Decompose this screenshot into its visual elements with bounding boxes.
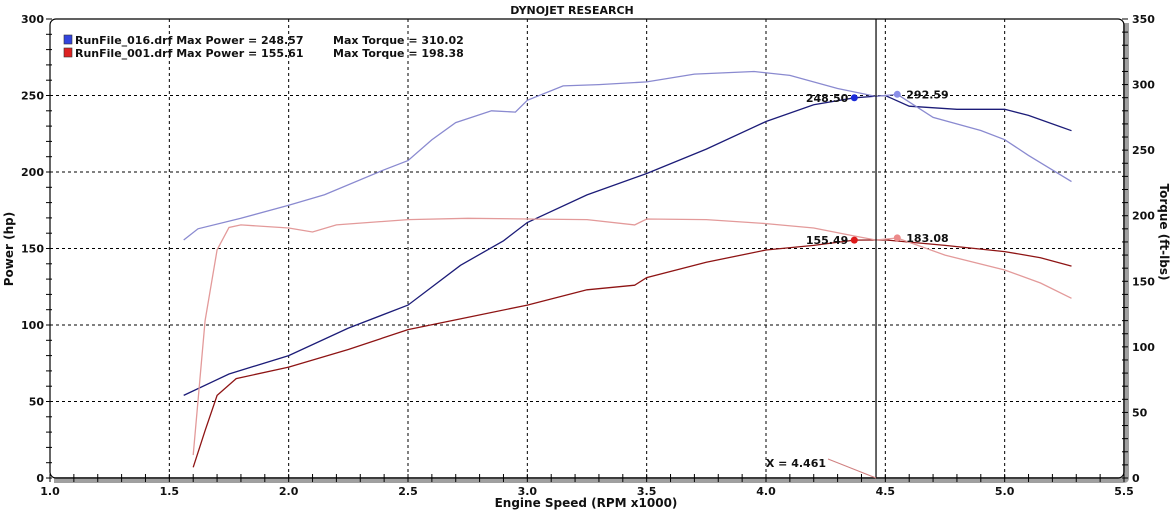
y-axis-label: Power (hp) — [2, 212, 16, 286]
series-line — [192, 239, 1072, 468]
y-tick-label: 100 — [21, 319, 44, 332]
y-tick-label: 250 — [21, 90, 44, 103]
x-tick-label: 5.0 — [995, 485, 1015, 498]
x-tick-label: 3.0 — [518, 485, 538, 498]
data-marker — [893, 90, 901, 98]
y2-tick-label: 0 — [1132, 472, 1140, 485]
marker-label: 155.49 — [806, 234, 848, 247]
cursor-label-leader — [827, 458, 877, 479]
data-marker — [850, 94, 858, 102]
marker-label: 292.59 — [906, 88, 948, 101]
series-line — [183, 94, 1072, 396]
x-tick-label: 1.0 — [40, 485, 60, 498]
plot-frame-shadow — [54, 23, 1129, 483]
legend-torque-entry: Max Torque = 198.38 — [333, 47, 464, 60]
y-tick-label: 300 — [21, 13, 44, 26]
x-tick-label: 2.5 — [398, 485, 418, 498]
chart-title: DYNOJET RESEARCH — [510, 4, 633, 17]
marker-label: 248.50 — [806, 92, 849, 105]
marker-label: 183.08 — [906, 232, 948, 245]
cursor-label: X = 4.461 — [766, 457, 826, 470]
y-tick-label: 50 — [29, 396, 45, 409]
y2-tick-label: 250 — [1132, 144, 1155, 157]
y-tick-label: 150 — [21, 243, 44, 256]
x-axis-label: Engine Speed (RPM x1000) — [495, 496, 678, 510]
x-tick-label: 2.0 — [279, 485, 299, 498]
series-line — [183, 70, 1072, 241]
y2-tick-label: 350 — [1132, 13, 1155, 26]
data-marker — [850, 236, 858, 244]
data-marker — [893, 234, 901, 242]
x-tick-label: 4.5 — [876, 485, 896, 498]
x-tick-label: 1.5 — [160, 485, 180, 498]
y2-tick-label: 100 — [1132, 341, 1155, 354]
legend-power-entry: RunFile_001.drf Max Power = 155.61 — [75, 47, 304, 60]
legend-swatch — [63, 34, 73, 45]
x-tick-label: 3.5 — [637, 485, 657, 498]
y2-tick-label: 300 — [1132, 79, 1155, 92]
y-tick-label: 200 — [21, 166, 44, 179]
y2-axis-label: Torque (ft-lbs) — [1157, 184, 1171, 281]
y2-tick-label: 150 — [1132, 275, 1155, 288]
y2-tick-label: 200 — [1132, 210, 1155, 223]
x-tick-label: 4.0 — [756, 485, 776, 498]
legend-swatch — [63, 47, 73, 58]
y-tick-label: 0 — [36, 472, 44, 485]
series-line — [192, 217, 1072, 456]
x-tick-label: 5.5 — [1114, 485, 1134, 498]
legend-power-entry: RunFile_016.drf Max Power = 248.57 — [75, 34, 304, 47]
y2-tick-label: 50 — [1132, 406, 1148, 419]
legend-torque-entry: Max Torque = 310.02 — [333, 34, 464, 47]
